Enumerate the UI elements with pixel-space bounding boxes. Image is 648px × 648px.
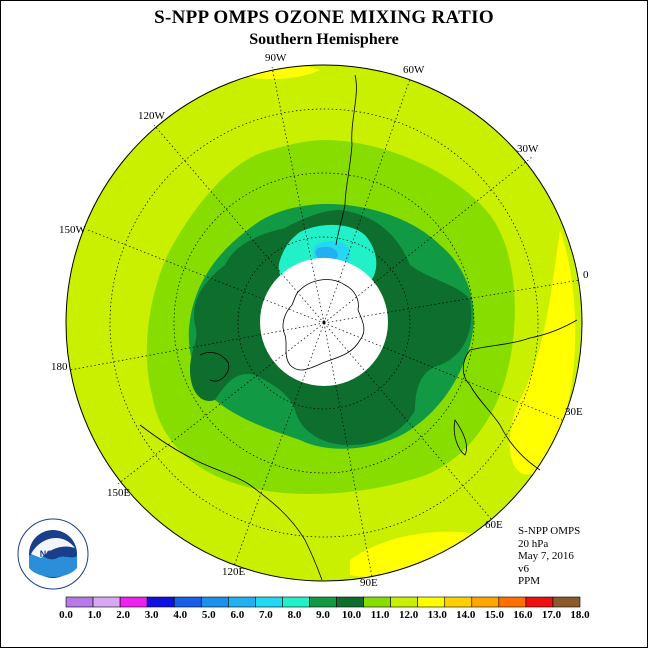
colorbar-tick-label: 4.0 bbox=[173, 609, 187, 621]
colorbar-cell bbox=[119, 596, 148, 608]
colorbar-cell bbox=[363, 596, 391, 608]
colorbar: 0.0 1.0 2.0 3.0 4.0 5.0 6.0 7.0 8.0 9.0 10.0 11.0 12… bbox=[59, 596, 590, 621]
colorbar-cell bbox=[498, 596, 527, 608]
colorbar-cell bbox=[200, 596, 229, 608]
colorbar-tick-label: 10.0 bbox=[342, 609, 362, 621]
ozone-field bbox=[66, 65, 582, 581]
lon-label-30w: 30W bbox=[517, 143, 539, 155]
contour-13-right bbox=[509, 230, 576, 475]
colorbar-cell bbox=[173, 596, 202, 608]
lon-label-60e: 60E bbox=[485, 519, 503, 531]
colorbar-cell bbox=[552, 596, 581, 608]
colorbar-tick-label: 5.0 bbox=[202, 609, 216, 621]
info-unit: PPM bbox=[518, 575, 541, 587]
colorbar-tick-label: 14.0 bbox=[456, 609, 476, 621]
colorbar-tick-label: 1.0 bbox=[88, 609, 102, 621]
lon-label-30e: 30E bbox=[565, 406, 583, 418]
colorbar-cells bbox=[65, 596, 581, 608]
colorbar-tick-label: 12.0 bbox=[399, 609, 419, 621]
colorbar-cell bbox=[282, 596, 310, 608]
coast-madagascar bbox=[453, 419, 467, 456]
colorbar-cell bbox=[336, 596, 364, 608]
lon-label-90e: 90E bbox=[360, 577, 378, 589]
info-date: May 7, 2016 bbox=[518, 550, 574, 562]
map-boundary bbox=[65, 64, 583, 582]
coast-australia bbox=[139, 424, 323, 581]
lon-label-180: 180 bbox=[51, 361, 68, 373]
colorbar-cell bbox=[525, 596, 554, 608]
colorbar-cell bbox=[444, 596, 473, 608]
info-version: v6 bbox=[518, 562, 529, 575]
colorbar-cell bbox=[417, 596, 446, 608]
lon-label-120e: 120E bbox=[222, 566, 246, 578]
noaa-logo: NOAA bbox=[17, 518, 89, 590]
colorbar-cell bbox=[65, 596, 94, 608]
coast-antarctica bbox=[282, 279, 365, 371]
colorbar-tick-label: 11.0 bbox=[371, 609, 390, 621]
graticule bbox=[69, 66, 581, 578]
colorbar-tick-label: 15.0 bbox=[485, 609, 505, 621]
colorbar-tick-label: 16.0 bbox=[513, 609, 533, 621]
coast-nz bbox=[199, 351, 230, 382]
coast-south-america bbox=[335, 74, 357, 246]
lon-label-150w: 150W bbox=[59, 224, 87, 236]
colorbar-cell bbox=[309, 596, 337, 608]
colorbar-cell bbox=[146, 596, 175, 608]
lon-label-60w: 60W bbox=[403, 64, 425, 76]
pole-marker bbox=[322, 320, 326, 324]
colorbar-tick-label: 3.0 bbox=[145, 609, 159, 621]
map-subtitle: Southern Hemisphere bbox=[249, 31, 399, 48]
colorbar-cell bbox=[471, 596, 500, 608]
colorbar-tick-label: 0.0 bbox=[59, 609, 73, 621]
colorbar-cell bbox=[390, 596, 418, 608]
info-level: 20 hPa bbox=[518, 537, 549, 550]
colorbar-tick-label: 17.0 bbox=[542, 609, 562, 621]
lon-label-120w: 120W bbox=[138, 110, 166, 122]
colorbar-cell bbox=[228, 596, 256, 608]
colorbar-tick-label: 13.0 bbox=[428, 609, 448, 621]
metadata-block: S-NPP OMPS 20 hPa May 7, 2016 v6 PPM bbox=[518, 525, 580, 588]
colorbar-tick-label: 8.0 bbox=[288, 609, 302, 621]
colorbar-tick-label: 7.0 bbox=[259, 609, 273, 621]
colorbar-tick-label: 6.0 bbox=[230, 609, 244, 621]
info-instrument: S-NPP OMPS bbox=[518, 525, 581, 537]
lon-label-90w: 90W bbox=[265, 52, 287, 64]
lon-label-150e: 150E bbox=[107, 487, 131, 499]
coastlines bbox=[139, 74, 578, 581]
coast-africa bbox=[462, 319, 578, 471]
colorbar-cell bbox=[255, 596, 283, 608]
colorbar-cell bbox=[92, 596, 121, 608]
noaa-logo-text: NOAA bbox=[40, 549, 67, 559]
lon-label-0: 0 bbox=[583, 269, 589, 281]
longitude-labels: 90W 60W 30W 0 30E 60E 90E 120E 150E 180 … bbox=[51, 52, 589, 589]
colorbar-tick-label: 2.0 bbox=[116, 609, 130, 621]
colorbar-tick-labels: 0.0 1.0 2.0 3.0 4.0 5.0 6.0 7.0 8.0 9.0 10.0 11.0 12… bbox=[59, 609, 590, 621]
map-title: S-NPP OMPS OZONE MIXING RATIO bbox=[154, 7, 494, 28]
colorbar-tick-label: 9.0 bbox=[316, 609, 330, 621]
colorbar-tick-label: 18.0 bbox=[570, 609, 590, 621]
